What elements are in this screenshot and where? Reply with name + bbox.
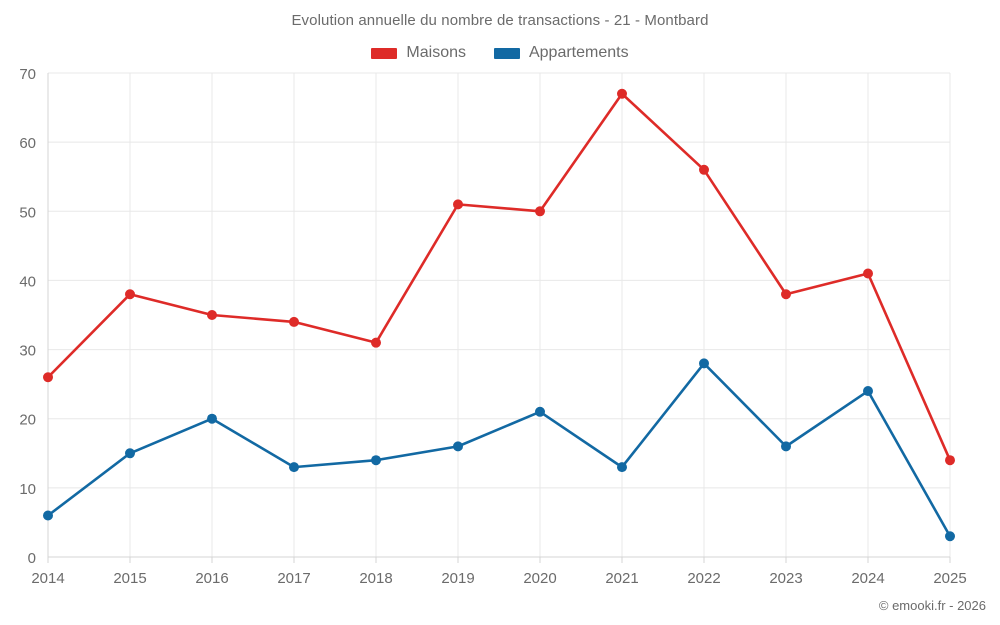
- y-tick-label: 70: [19, 66, 36, 83]
- data-point-maisons-2021[interactable]: [617, 88, 627, 99]
- x-tick-label: 2019: [441, 570, 474, 587]
- y-tick-label: 0: [28, 550, 36, 567]
- chart-title: Evolution annuelle du nombre de transact…: [291, 12, 709, 29]
- series-line-maisons: [46, 92, 952, 462]
- legend-item-appartements[interactable]: Appartements: [493, 44, 629, 62]
- data-point-maisons-2014[interactable]: [43, 372, 53, 383]
- data-point-maisons-2018[interactable]: [371, 337, 381, 348]
- data-point-appartements-2023[interactable]: [781, 441, 791, 452]
- y-tick-label: 50: [19, 204, 36, 221]
- data-series-markers: [43, 88, 955, 542]
- series-line-appartements: [46, 362, 952, 538]
- legend-swatch-appartements: [493, 47, 520, 59]
- data-point-maisons-2019[interactable]: [453, 199, 463, 210]
- chart-legend: Maisons Appartements: [0, 44, 1000, 62]
- y-gridlines: [48, 72, 950, 558]
- legend-label-appartements: Appartements: [528, 44, 629, 61]
- x-tick-label: 2022: [687, 570, 720, 587]
- y-tick-label: 20: [19, 412, 36, 429]
- data-point-appartements-2020[interactable]: [535, 406, 545, 417]
- footer-credit: © emooki.fr - 2026: [878, 598, 986, 613]
- data-point-maisons-2023[interactable]: [781, 289, 791, 300]
- data-point-appartements-2024[interactable]: [863, 386, 873, 397]
- x-tick-label: 2018: [359, 570, 392, 587]
- data-point-appartements-2018[interactable]: [371, 455, 381, 466]
- legend-item-maisons[interactable]: Maisons: [371, 44, 466, 62]
- x-tick-label: 2020: [523, 570, 556, 587]
- x-tick-label: 2014: [31, 570, 64, 587]
- legend-label-maisons: Maisons: [406, 44, 466, 61]
- x-axis-tick-labels: 2014 2015 2016 2017 2018 2019 2020 2021 2022 2023…: [31, 570, 966, 587]
- y-axis-tick-labels: 0 10 20 30 40 50 60 70: [19, 66, 36, 567]
- data-point-maisons-2020[interactable]: [535, 206, 545, 217]
- x-tick-label: 2025: [933, 570, 966, 587]
- data-point-maisons-2025[interactable]: [945, 455, 955, 466]
- x-tick-label: 2017: [277, 570, 310, 587]
- x-tick-label: 2024: [851, 570, 884, 587]
- data-point-appartements-2014[interactable]: [43, 510, 53, 521]
- y-tick-label: 60: [19, 135, 36, 152]
- x-tick-label: 2023: [769, 570, 802, 587]
- data-point-appartements-2017[interactable]: [289, 462, 299, 473]
- data-point-maisons-2024[interactable]: [863, 268, 873, 279]
- data-point-maisons-2015[interactable]: [125, 289, 135, 300]
- data-point-appartements-2015[interactable]: [125, 448, 135, 459]
- data-point-appartements-2019[interactable]: [453, 441, 463, 452]
- data-point-maisons-2016[interactable]: [207, 310, 217, 320]
- data-point-appartements-2022[interactable]: [699, 358, 709, 369]
- x-gridlines: [47, 73, 951, 557]
- x-tick-label: 2021: [605, 570, 638, 587]
- data-point-appartements-2021[interactable]: [617, 462, 627, 473]
- y-tick-label: 30: [19, 343, 36, 360]
- x-tick-label: 2015: [113, 570, 146, 587]
- data-point-appartements-2025[interactable]: [945, 531, 955, 542]
- data-point-maisons-2017[interactable]: [289, 316, 299, 327]
- y-tick-label: 10: [19, 481, 36, 498]
- data-point-maisons-2022[interactable]: [699, 164, 709, 175]
- y-tick-label: 40: [19, 273, 36, 290]
- data-series-lines: [46, 92, 952, 538]
- legend-swatch-maisons: [371, 47, 398, 59]
- axis-lines: [47, 73, 951, 563]
- data-point-appartements-2016[interactable]: [207, 413, 217, 424]
- x-tick-label: 2016: [195, 570, 228, 587]
